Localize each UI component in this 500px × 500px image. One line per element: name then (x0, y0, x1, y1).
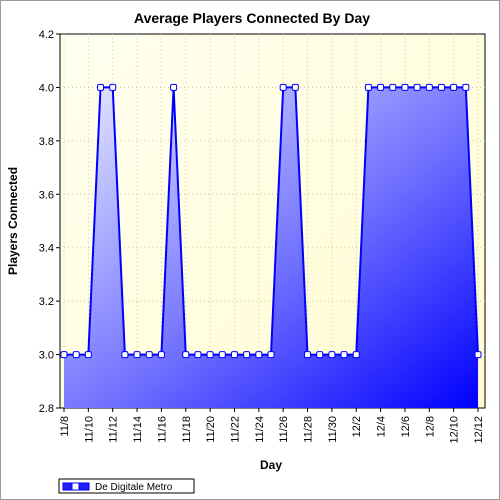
data-point (182, 351, 190, 359)
x-tick-label: 11/24 (254, 416, 266, 443)
y-tick-label: 3.2 (39, 296, 54, 308)
x-tick-label: 11/22 (229, 416, 241, 443)
x-tick-label: 11/26 (278, 416, 290, 443)
data-point (437, 83, 445, 91)
y-axis-ticks: 2.8 3.0 3.2 3.4 3.6 3.8 4.0 4.2 (39, 29, 60, 415)
x-tick-label: 11/14 (132, 416, 144, 443)
x-tick-label: 12/10 (449, 416, 461, 444)
x-tick-label: 11/12 (108, 416, 120, 443)
area-fill (64, 87, 478, 409)
data-point (206, 351, 214, 359)
data-point (97, 83, 105, 91)
x-tick-label: 11/16 (156, 416, 168, 443)
data-point (121, 351, 129, 359)
data-point (340, 351, 348, 359)
data-point (291, 83, 299, 91)
data-point (145, 351, 153, 359)
data-point (401, 83, 409, 91)
data-markers (60, 83, 482, 359)
x-tick-label: 12/8 (424, 416, 436, 437)
x-tick-label: 12/4 (376, 416, 388, 437)
y-tick-label: 4.2 (39, 29, 54, 41)
data-point (72, 351, 80, 359)
y-tick-label: 2.8 (39, 403, 54, 415)
data-point (109, 83, 117, 91)
x-tick-label: 12/12 (473, 416, 485, 444)
data-point (279, 83, 287, 91)
legend: De Digitale Metro (58, 478, 195, 494)
y-tick-label: 3.8 (39, 136, 54, 148)
data-point (243, 351, 251, 359)
y-tick-label: 3.0 (39, 350, 54, 362)
y-tick-label: 3.4 (39, 243, 54, 255)
data-point (133, 351, 141, 359)
y-tick-label: 4.0 (39, 82, 54, 94)
legend-marker (71, 482, 80, 491)
x-tick-label: 11/20 (205, 416, 217, 443)
x-tick-label: 11/8 (59, 416, 71, 437)
data-point (328, 351, 336, 359)
legend-label: De Digitale Metro (95, 482, 173, 493)
data-point (462, 83, 470, 91)
data-point (474, 351, 482, 359)
x-tick-label: 11/28 (303, 416, 315, 443)
chart-title: Average Players Connected By Day (134, 10, 370, 26)
data-point (304, 351, 312, 359)
data-point (389, 83, 397, 91)
data-point (413, 83, 421, 91)
y-axis-label: Players Connected (6, 167, 20, 275)
data-point (364, 83, 372, 91)
data-point (255, 351, 263, 359)
x-tick-label: 11/30 (327, 416, 339, 443)
data-point (60, 351, 68, 359)
x-tick-label: 11/18 (181, 416, 193, 443)
data-point (218, 351, 226, 359)
x-tick-label: 12/2 (351, 416, 363, 437)
data-point (230, 351, 238, 359)
data-point (194, 351, 202, 359)
data-point (170, 83, 178, 91)
data-point (450, 83, 458, 91)
data-point (84, 351, 92, 359)
data-point (267, 351, 275, 359)
legend-box (58, 478, 195, 494)
data-point (425, 83, 433, 91)
y-tick-label: 3.6 (39, 189, 54, 201)
data-point (157, 351, 165, 359)
x-axis-label: Day (260, 458, 282, 472)
x-tick-label: 11/10 (83, 416, 95, 443)
data-point (377, 83, 385, 91)
data-point (352, 351, 360, 359)
x-axis-ticks: 11/8 11/10 11/12 11/14 11/16 11/18 11/20 11/22 1… (59, 408, 485, 444)
data-point (316, 351, 324, 359)
x-tick-label: 12/6 (400, 416, 412, 437)
